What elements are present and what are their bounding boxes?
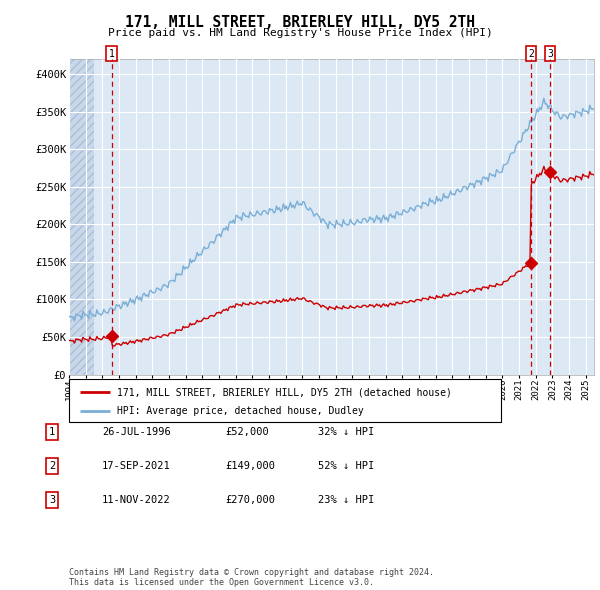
Text: 2: 2 (528, 49, 534, 58)
Bar (69, 59, 94, 375)
Text: 26-JUL-1996: 26-JUL-1996 (102, 427, 171, 437)
Text: 171, MILL STREET, BRIERLEY HILL, DY5 2TH (detached house): 171, MILL STREET, BRIERLEY HILL, DY5 2TH… (116, 387, 451, 397)
Text: 17-SEP-2021: 17-SEP-2021 (102, 461, 171, 471)
Text: Contains HM Land Registry data © Crown copyright and database right 2024.
This d: Contains HM Land Registry data © Crown c… (69, 568, 434, 587)
Text: Price paid vs. HM Land Registry's House Price Index (HPI): Price paid vs. HM Land Registry's House … (107, 28, 493, 38)
Text: 52% ↓ HPI: 52% ↓ HPI (318, 461, 374, 471)
Text: 3: 3 (49, 496, 55, 505)
Text: HPI: Average price, detached house, Dudley: HPI: Average price, detached house, Dudl… (116, 407, 363, 416)
Text: 3: 3 (547, 49, 553, 58)
Text: 23% ↓ HPI: 23% ↓ HPI (318, 496, 374, 505)
Text: 2: 2 (49, 461, 55, 471)
Text: 32% ↓ HPI: 32% ↓ HPI (318, 427, 374, 437)
Text: £270,000: £270,000 (225, 496, 275, 505)
Text: 11-NOV-2022: 11-NOV-2022 (102, 496, 171, 505)
FancyBboxPatch shape (69, 379, 501, 422)
Text: 1: 1 (49, 427, 55, 437)
Text: £52,000: £52,000 (225, 427, 269, 437)
Text: £149,000: £149,000 (225, 461, 275, 471)
Text: 1: 1 (109, 49, 115, 58)
Text: 171, MILL STREET, BRIERLEY HILL, DY5 2TH: 171, MILL STREET, BRIERLEY HILL, DY5 2TH (125, 15, 475, 30)
